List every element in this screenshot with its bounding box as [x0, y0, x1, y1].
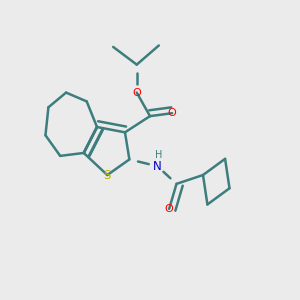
Text: S: S: [103, 169, 111, 182]
Text: O: O: [132, 88, 141, 98]
Text: H: H: [155, 150, 163, 160]
Text: O: O: [168, 108, 176, 118]
Text: N: N: [153, 160, 162, 173]
Text: O: O: [165, 204, 173, 214]
